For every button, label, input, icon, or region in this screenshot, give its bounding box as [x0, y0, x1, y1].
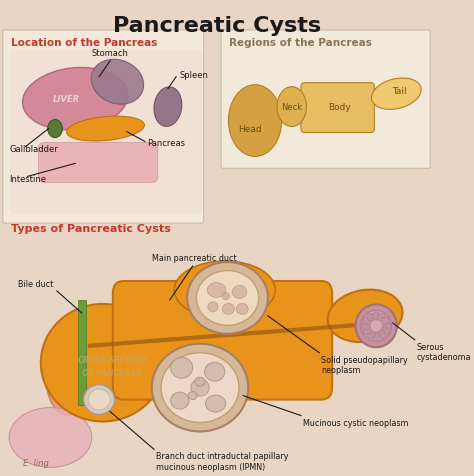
Ellipse shape: [356, 305, 397, 347]
Ellipse shape: [161, 353, 239, 423]
Text: Branch duct intraductal papillary
mucinous neoplasm (IPMN): Branch duct intraductal papillary mucino…: [156, 451, 289, 471]
Ellipse shape: [207, 283, 226, 298]
Ellipse shape: [222, 304, 235, 315]
Ellipse shape: [88, 389, 110, 410]
Ellipse shape: [381, 317, 389, 325]
Ellipse shape: [277, 88, 306, 127]
FancyBboxPatch shape: [78, 300, 86, 405]
Ellipse shape: [48, 120, 63, 138]
Text: Tail: Tail: [392, 87, 406, 96]
Ellipse shape: [191, 379, 209, 396]
Text: Serous
cystadenoma: Serous cystadenoma: [417, 342, 471, 361]
Text: Solid pseudopapillary
neoplasm: Solid pseudopapillary neoplasm: [321, 355, 408, 374]
Text: Location of the Pancreas: Location of the Pancreas: [11, 38, 157, 48]
Text: Mucinous cystic neoplasm: Mucinous cystic neoplasm: [303, 417, 408, 426]
Ellipse shape: [41, 304, 164, 422]
Ellipse shape: [205, 362, 225, 381]
Ellipse shape: [362, 322, 370, 330]
Ellipse shape: [208, 302, 218, 312]
FancyBboxPatch shape: [3, 31, 204, 224]
Ellipse shape: [372, 79, 421, 110]
FancyBboxPatch shape: [9, 50, 203, 215]
Ellipse shape: [328, 290, 402, 342]
Ellipse shape: [381, 327, 389, 335]
Ellipse shape: [171, 357, 192, 378]
Ellipse shape: [377, 314, 385, 321]
FancyBboxPatch shape: [221, 31, 430, 169]
Ellipse shape: [377, 331, 385, 339]
Ellipse shape: [367, 314, 375, 321]
Ellipse shape: [361, 311, 392, 342]
Ellipse shape: [171, 392, 189, 409]
Ellipse shape: [196, 271, 259, 326]
Ellipse shape: [372, 312, 380, 320]
Ellipse shape: [367, 331, 375, 339]
Text: LIVER: LIVER: [53, 95, 80, 104]
Text: Bile duct: Bile duct: [18, 279, 53, 288]
Ellipse shape: [154, 88, 182, 127]
Ellipse shape: [91, 60, 144, 105]
Text: Pancreas: Pancreas: [147, 139, 185, 148]
Ellipse shape: [47, 350, 91, 415]
Ellipse shape: [67, 117, 145, 142]
FancyBboxPatch shape: [301, 83, 374, 133]
Ellipse shape: [236, 304, 248, 315]
Ellipse shape: [206, 395, 226, 412]
Ellipse shape: [195, 377, 205, 387]
Ellipse shape: [372, 332, 380, 340]
Ellipse shape: [187, 262, 268, 334]
Text: Types of Pancreatic Cysts: Types of Pancreatic Cysts: [11, 224, 171, 234]
Text: Body: Body: [328, 103, 351, 112]
Ellipse shape: [83, 385, 115, 415]
Text: Main pancreatic duct: Main pancreatic duct: [152, 254, 237, 262]
Text: Pancreatic Cysts: Pancreatic Cysts: [113, 16, 321, 36]
Ellipse shape: [382, 322, 391, 330]
FancyBboxPatch shape: [38, 143, 158, 183]
Ellipse shape: [152, 344, 248, 432]
FancyBboxPatch shape: [113, 281, 332, 400]
Ellipse shape: [232, 286, 247, 299]
Ellipse shape: [363, 327, 372, 335]
Text: Regions of the Pancreas: Regions of the Pancreas: [229, 38, 372, 48]
Text: Neck: Neck: [281, 103, 302, 112]
Ellipse shape: [222, 293, 229, 300]
Ellipse shape: [188, 392, 197, 400]
Text: CROSS-SECTION
OF PANCREAS: CROSS-SECTION OF PANCREAS: [77, 355, 146, 377]
Text: Gallbladder: Gallbladder: [9, 145, 58, 154]
Ellipse shape: [228, 86, 282, 157]
Text: Intestine: Intestine: [9, 175, 46, 183]
Text: E. ling: E. ling: [23, 458, 49, 467]
Text: Spleen: Spleen: [180, 71, 209, 80]
Ellipse shape: [174, 261, 275, 319]
Text: Stomach: Stomach: [91, 49, 128, 58]
Ellipse shape: [363, 317, 372, 325]
Ellipse shape: [9, 407, 92, 467]
Text: Head: Head: [238, 125, 261, 134]
Ellipse shape: [23, 69, 128, 130]
